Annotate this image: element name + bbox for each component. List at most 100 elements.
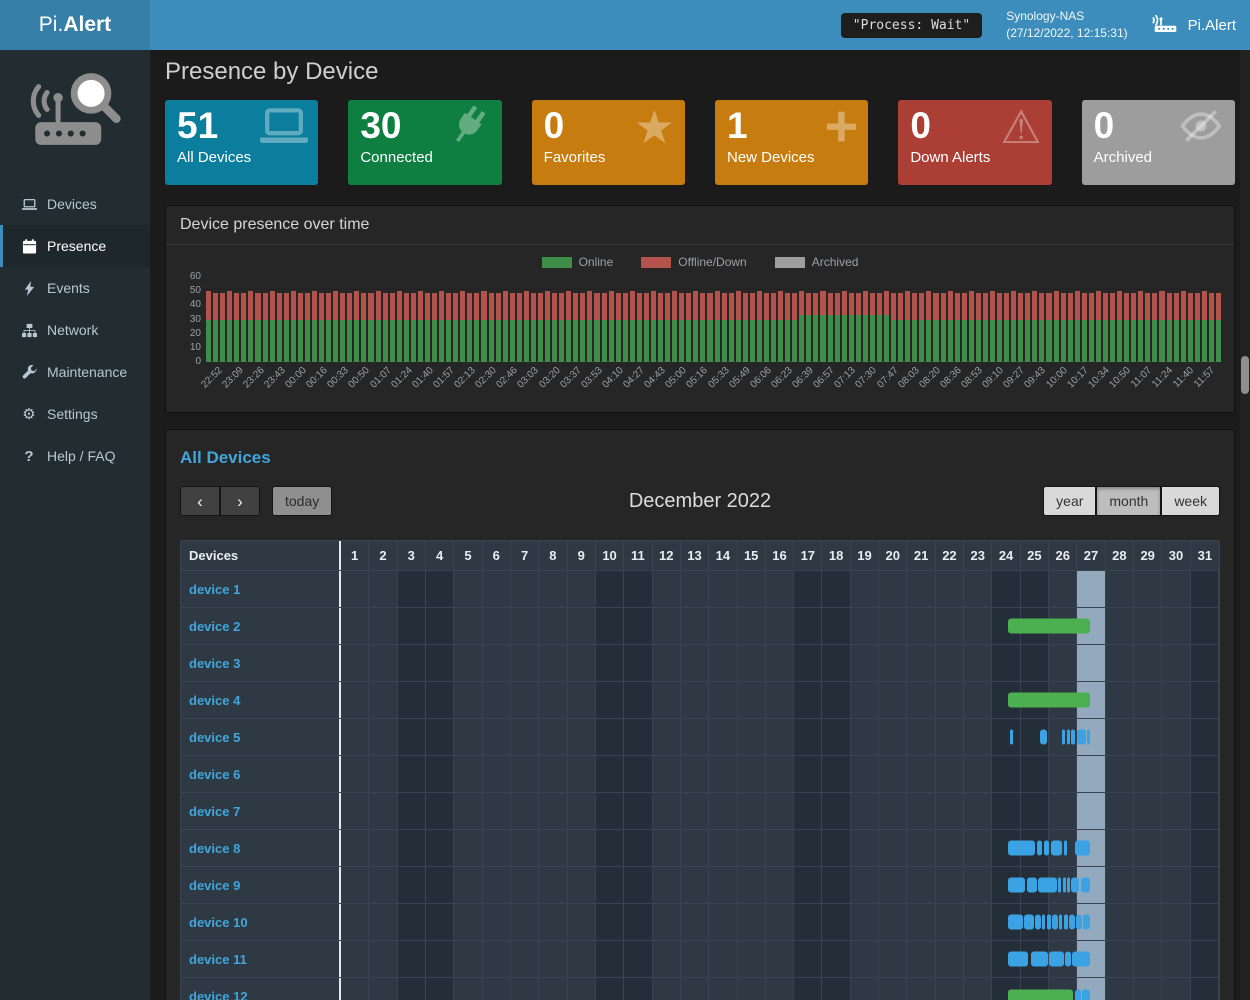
presence-event-bar[interactable]	[1066, 877, 1070, 893]
presence-event-bar[interactable]	[1008, 692, 1091, 708]
presence-event-bar[interactable]	[1062, 877, 1066, 893]
view-button-week[interactable]: week	[1161, 486, 1220, 516]
device-link-device-2[interactable]: device 2	[189, 618, 241, 634]
sidebar-item-devices[interactable]: Devices	[0, 183, 150, 225]
presence-event-bar[interactable]	[1064, 951, 1071, 967]
sidebar-item-presence[interactable]: Presence	[0, 225, 150, 267]
day-cell	[851, 645, 880, 681]
presence-event-bar[interactable]	[1049, 951, 1064, 967]
presence-event-bar[interactable]	[1035, 914, 1041, 930]
sidebar-item-help-faq[interactable]: ? Help / FAQ	[0, 435, 150, 477]
presence-event-bar[interactable]	[1008, 951, 1029, 967]
brand-dot: .	[57, 13, 64, 36]
chart-bar	[1095, 291, 1101, 362]
presence-event-bar[interactable]	[1074, 840, 1091, 856]
device-link-device-7[interactable]: device 7	[189, 803, 241, 819]
presence-event-bar[interactable]	[1063, 914, 1068, 930]
chart-bar	[997, 292, 1003, 362]
presence-event-bar[interactable]	[1069, 914, 1075, 930]
device-row: device 2	[181, 608, 1219, 645]
legend-item-archived[interactable]: Archived	[774, 255, 858, 269]
presence-event-bar[interactable]	[1008, 877, 1026, 893]
chart-bar	[1110, 292, 1116, 362]
day-cell	[568, 867, 596, 903]
today-button[interactable]: today	[272, 486, 333, 516]
presence-event-bar[interactable]	[1067, 729, 1071, 745]
device-link-device-11[interactable]: device 11	[189, 951, 247, 967]
presence-event-bar[interactable]	[1083, 914, 1091, 930]
presence-event-bar[interactable]	[1046, 914, 1051, 930]
presence-event-bar[interactable]	[1062, 729, 1065, 745]
presence-event-bar[interactable]	[1042, 914, 1046, 930]
sidebar-item-network[interactable]: Network	[0, 309, 150, 351]
presence-event-bar[interactable]	[1038, 877, 1057, 893]
presence-event-bar[interactable]	[1057, 877, 1062, 893]
day-header-24: 24	[992, 541, 1021, 570]
device-link-device-3[interactable]: device 3	[189, 655, 241, 671]
summary-card-archived[interactable]: 0 Archived	[1081, 100, 1235, 185]
day-cell	[425, 682, 455, 718]
sidebar-toggle-button[interactable]	[150, 0, 196, 50]
presence-event-bar[interactable]	[1081, 989, 1091, 1000]
device-link-device-12[interactable]: device 12	[189, 989, 248, 1000]
presence-event-bar[interactable]	[1008, 914, 1023, 930]
chart-bar	[530, 292, 536, 362]
device-link-device-5[interactable]: device 5	[189, 729, 241, 745]
presence-event-bar[interactable]	[1024, 914, 1034, 930]
sidebar-item-events[interactable]: Events	[0, 267, 150, 309]
device-link-device-9[interactable]: device 9	[189, 877, 241, 893]
presence-event-bar[interactable]	[1059, 914, 1063, 930]
device-link-device-6[interactable]: device 6	[189, 766, 241, 782]
sitemap-icon	[20, 323, 38, 338]
presence-event-bar[interactable]	[1008, 989, 1074, 1000]
prev-button[interactable]: ‹	[180, 486, 220, 516]
device-link-device-1[interactable]: device 1	[189, 581, 241, 597]
summary-card-all-devices[interactable]: 51 All Devices	[165, 100, 319, 185]
presence-event-bar[interactable]	[1080, 877, 1091, 893]
presence-event-bar[interactable]	[1072, 951, 1091, 967]
presence-event-bar[interactable]	[1009, 729, 1014, 745]
chart-bar	[1074, 291, 1080, 362]
next-button[interactable]: ›	[220, 486, 260, 516]
view-button-month[interactable]: month	[1096, 486, 1162, 516]
presence-event-bar[interactable]	[1039, 729, 1047, 745]
sidebar-item-settings[interactable]: ⚙ Settings	[0, 393, 150, 435]
presence-event-bar[interactable]	[1043, 840, 1050, 856]
presence-event-bar[interactable]	[1087, 729, 1091, 745]
presence-event-bar[interactable]	[1031, 951, 1049, 967]
day-cell	[1106, 941, 1135, 977]
presence-event-bar[interactable]	[1074, 989, 1081, 1000]
summary-card-new-devices[interactable]: 1 New Devices +	[714, 100, 869, 185]
presence-event-bar[interactable]	[1050, 840, 1063, 856]
presence-event-bar[interactable]	[1052, 914, 1058, 930]
presence-event-bar[interactable]	[1076, 914, 1082, 930]
device-link-device-10[interactable]: device 10	[189, 914, 248, 930]
presence-event-bar[interactable]	[1008, 618, 1091, 634]
view-button-year[interactable]: year	[1043, 486, 1097, 516]
summary-card-favorites[interactable]: 0 Favorites ★	[531, 100, 685, 185]
legend-item-online[interactable]: Online	[541, 255, 613, 269]
day-cell	[1162, 756, 1191, 792]
device-link-device-8[interactable]: device 8	[189, 840, 241, 856]
scrollbar-thumb[interactable]	[1241, 356, 1249, 394]
presence-event-bar[interactable]	[1077, 729, 1086, 745]
chart-bar	[580, 292, 586, 362]
day-cell	[681, 682, 710, 718]
presence-event-bar[interactable]	[1071, 729, 1076, 745]
device-link-device-4[interactable]: device 4	[189, 692, 241, 708]
brand-logo[interactable]: Pi. Alert	[0, 0, 150, 50]
day-cell	[624, 571, 653, 607]
presence-event-bar[interactable]	[1063, 840, 1067, 856]
summary-card-down-alerts[interactable]: 0 Down Alerts ⚠	[898, 100, 1052, 185]
presence-event-bar[interactable]	[1036, 840, 1043, 856]
legend-item-offline-down[interactable]: Offline/Down	[641, 255, 747, 269]
presence-event-bar[interactable]	[1008, 840, 1036, 856]
chart-bar	[495, 292, 501, 362]
day-cell	[568, 756, 596, 792]
sidebar-item-maintenance[interactable]: Maintenance	[0, 351, 150, 393]
calendar-heading[interactable]: All Devices	[180, 448, 271, 467]
laptop-icon	[260, 104, 309, 153]
summary-card-connected[interactable]: 30 Connected	[348, 100, 502, 185]
presence-event-bar[interactable]	[1026, 877, 1037, 893]
presence-event-bar[interactable]	[1071, 877, 1080, 893]
